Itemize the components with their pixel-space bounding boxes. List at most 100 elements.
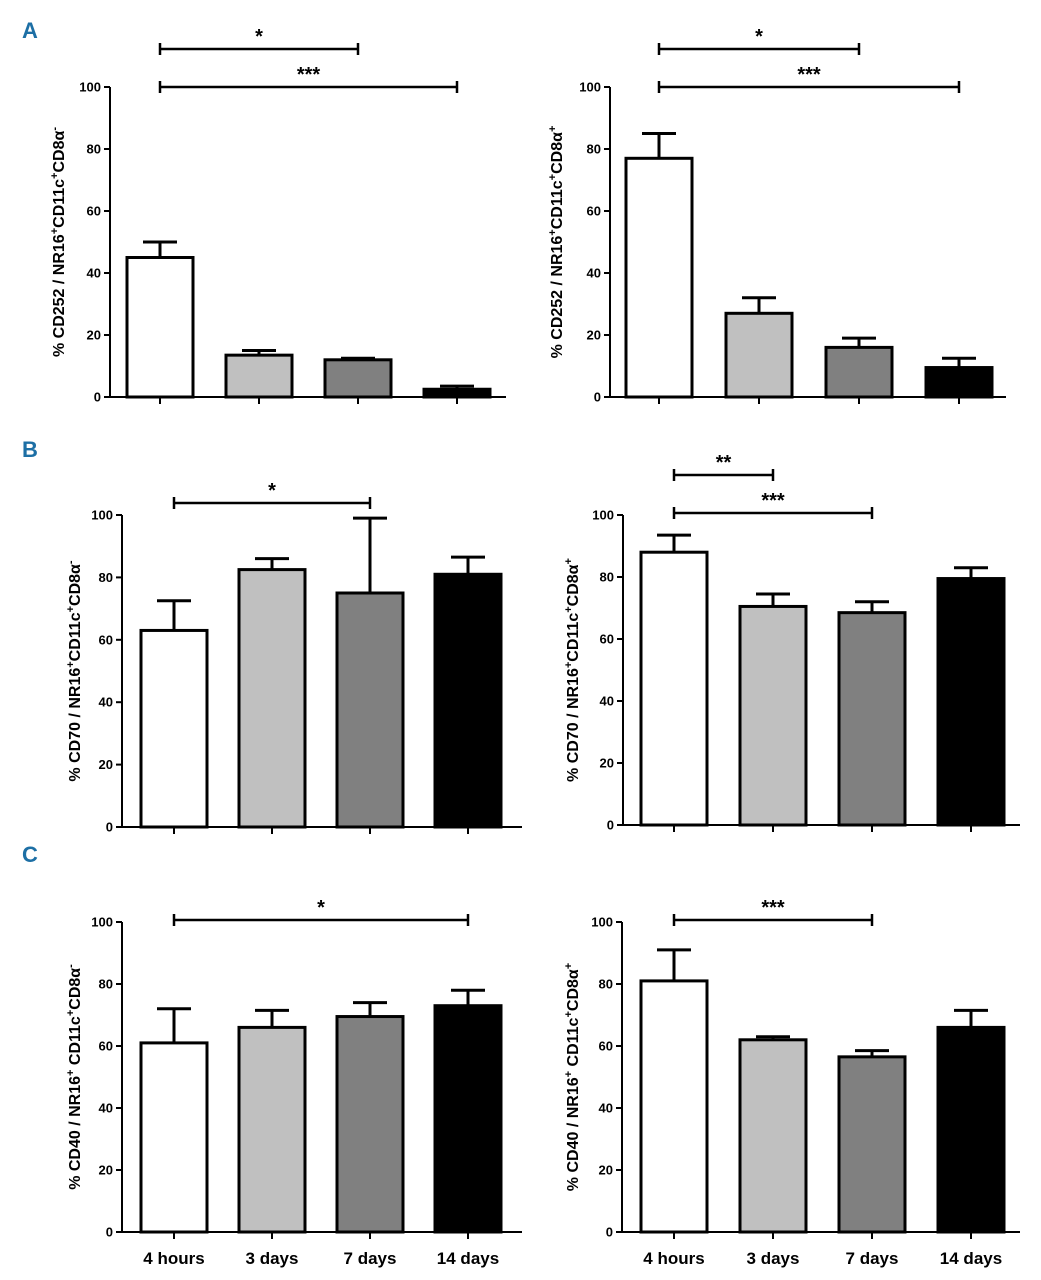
bar [639,979,709,1234]
x-category-label: 14 days [940,1249,1002,1268]
y-label-superscript: + [563,963,575,969]
x-category-label: 7 days [846,1249,899,1268]
y-axis-label: % CD70 / NR16+CD11c+CD8α- [65,560,84,781]
bar [738,604,808,827]
bar [738,1038,808,1234]
y-label-text: % CD40 / NR16 [67,1076,84,1190]
y-label-superscript: + [547,126,559,132]
x-category-label: 14 days [437,1249,499,1268]
y-label-superscript: + [547,174,559,180]
y-tick-label: 40 [99,695,113,710]
y-label-superscript: - [65,560,77,564]
significance-label: ** [716,452,732,474]
y-label-superscript: + [563,662,575,668]
y-tick-label: 40 [599,1101,613,1116]
y-tick-label: 60 [99,1039,113,1054]
y-label-text: CD11c [67,1016,84,1069]
y-label-superscript: + [563,1071,575,1077]
y-tick-label: 20 [600,756,614,771]
bar [433,572,503,829]
bar [624,156,694,399]
y-tick-label: 80 [587,142,601,157]
y-label-superscript: + [65,1010,77,1016]
y-tick-label: 20 [99,757,113,772]
y-tick-label: 80 [87,142,101,157]
y-label-superscript: + [563,558,575,564]
y-label-text: CD11c [565,613,582,662]
y-axis-label: % CD40 / NR16+ CD11c+CD8α- [65,964,84,1190]
y-label-text: CD11c [565,1017,582,1070]
significance-label: * [317,897,325,919]
significance-label: *** [297,64,321,86]
significance-label: *** [797,64,821,86]
bar [335,591,405,829]
significance-label: *** [761,490,785,512]
y-label-superscript: + [49,173,61,179]
panel-label-a: A [22,18,38,43]
y-tick-label: 0 [106,1225,113,1240]
y-tick-label: 60 [87,204,101,219]
y-label-superscript: + [547,229,559,235]
bar [139,1041,209,1234]
y-tick-label: 100 [79,80,101,95]
y-label-text: CD11c [549,180,566,229]
y-label-superscript: - [65,964,77,968]
bar [824,345,894,399]
y-tick-label: 80 [599,977,613,992]
bar [125,256,195,399]
y-label-text: CD8α [565,969,582,1011]
bar [323,358,393,399]
y-tick-label: 60 [600,632,614,647]
y-tick-label: 60 [587,204,601,219]
panel-label-b: B [22,437,38,462]
x-category-label: 3 days [246,1249,299,1268]
y-tick-label: 80 [99,977,113,992]
y-label-superscript: + [563,1011,575,1017]
bar [237,1025,307,1234]
y-label-text: CD11c [67,612,84,661]
bar [139,628,209,829]
x-category-label: 4 hours [643,1249,704,1268]
y-tick-label: 100 [91,915,113,930]
y-label-text: CD8α [51,130,68,172]
y-tick-label: 0 [607,818,614,833]
bar [837,1055,907,1234]
y-axis-label: % CD252 / NR16+CD11c+CD8α+ [547,126,566,359]
y-tick-label: 0 [594,390,601,405]
bar [422,387,492,399]
bar [433,1004,503,1234]
y-label-text: CD8α [565,564,582,606]
y-tick-label: 100 [91,508,113,523]
y-tick-label: 0 [106,820,113,835]
x-category-label: 4 hours [143,1249,204,1268]
y-tick-label: 20 [587,328,601,343]
y-tick-label: 0 [606,1225,613,1240]
y-label-text: % CD70 / NR16 [565,668,582,782]
bar [936,1025,1006,1234]
y-label-text: % CD70 / NR16 [67,668,84,782]
y-tick-label: 40 [600,694,614,709]
y-label-superscript: + [65,606,77,612]
y-label-text: % CD252 / NR16 [51,234,68,357]
significance-label: * [268,480,276,502]
y-tick-label: 40 [587,266,601,281]
y-axis-label: % CD70 / NR16+CD11c+CD8α+ [563,558,582,782]
y-label-text: CD8α [549,132,566,174]
bar [224,353,294,399]
significance-label: *** [761,897,785,919]
y-tick-label: 60 [599,1039,613,1054]
y-tick-label: 40 [99,1101,113,1116]
y-axis-label: % CD252 / NR16+CD11c+CD8α- [49,127,68,357]
bar [924,366,994,399]
y-label-text: CD11c [51,179,68,228]
y-axis-label: % CD40 / NR16+ CD11c+CD8α+ [563,963,582,1191]
y-label-superscript: + [65,1070,77,1076]
y-label-superscript: + [563,606,575,612]
y-label-superscript: - [49,127,61,131]
y-label-text: CD8α [67,564,84,606]
